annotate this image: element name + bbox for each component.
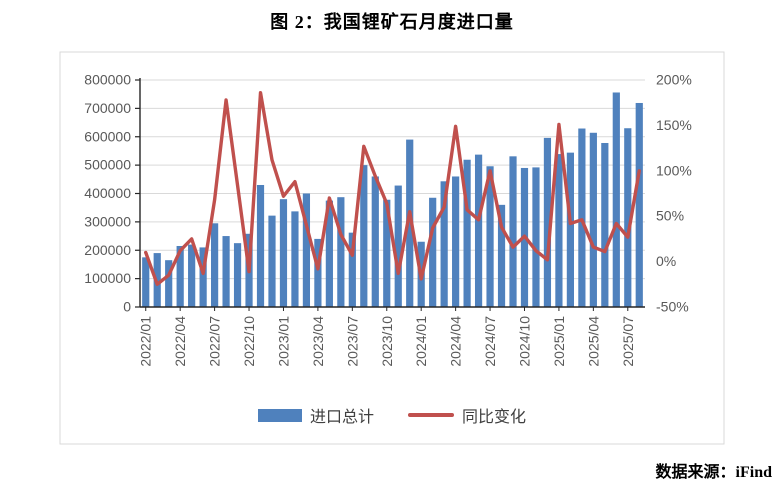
- x-axis-label: 2025/07: [620, 316, 636, 367]
- import-bar: [325, 200, 333, 307]
- yoy-line: [144, 90, 641, 286]
- chart-border: [59, 51, 725, 445]
- data-source-note: 数据来源：iFind: [655, 464, 772, 481]
- import-bar: [268, 215, 276, 307]
- import-bar: [452, 176, 460, 307]
- import-bar: [589, 132, 597, 307]
- y-axis-label: 400000: [84, 185, 131, 201]
- import-bar: [394, 185, 402, 307]
- import-bar: [463, 159, 471, 307]
- y2-axis-label: 0%: [656, 253, 676, 269]
- import-bar: [383, 199, 391, 307]
- import-bar: [142, 257, 150, 307]
- import-bar: [211, 223, 219, 307]
- import-bar: [371, 176, 379, 307]
- x-axis-label: 2025/01: [551, 316, 567, 367]
- chart-legend: 进口总计 同比变化: [0, 403, 784, 427]
- import-bar: [578, 128, 586, 307]
- x-axis-label: 2023/04: [310, 316, 326, 367]
- line-series-swatch: [408, 413, 454, 417]
- y-axis-label: 300000: [84, 213, 131, 229]
- legend-item-yoy: 同比变化: [408, 403, 526, 427]
- y2-axis-label: 50%: [656, 208, 684, 224]
- y2-axis-label: 150%: [656, 117, 692, 133]
- import-bar: [314, 238, 322, 307]
- import-bar: [165, 260, 173, 307]
- import-bar: [532, 167, 540, 307]
- x-axis-label: 2022/01: [138, 316, 154, 367]
- y-axis-label: 500000: [84, 157, 131, 173]
- x-axis-label: 2022/07: [207, 316, 223, 367]
- import-bar: [279, 199, 288, 307]
- bar-series-swatch: [257, 408, 302, 422]
- import-bar: [199, 247, 207, 307]
- import-bar: [440, 181, 448, 307]
- x-axis-label: 2023/10: [379, 316, 395, 367]
- chart-title: 图 2：我国锂矿石月度进口量: [270, 12, 514, 32]
- import-bar: [302, 193, 311, 307]
- import-bar: [222, 236, 230, 307]
- x-axis-label: 2022/04: [172, 316, 188, 367]
- import-bar: [612, 92, 620, 307]
- import-bar: [497, 204, 506, 307]
- import-bar: [566, 152, 574, 307]
- y2-axis-label: 100%: [656, 162, 692, 178]
- import-bar: [176, 245, 184, 307]
- bar-series-label: 进口总计: [309, 409, 374, 426]
- import-bar: [406, 139, 414, 307]
- import-bar: [360, 165, 368, 307]
- import-bar: [474, 154, 483, 307]
- import-bar: [256, 184, 265, 307]
- x-axis-label: 2023/07: [344, 316, 360, 367]
- y2-axis-label: -50%: [656, 299, 689, 315]
- x-axis-label: 2023/01: [275, 316, 291, 367]
- import-bar: [543, 137, 552, 307]
- import-bar: [509, 156, 517, 307]
- x-axis-label: 2025/04: [585, 316, 601, 367]
- x-axis-label: 2024/10: [516, 316, 532, 367]
- import-bar: [429, 197, 437, 307]
- y-axis-label: 600000: [84, 128, 131, 144]
- legend-item-imports: 进口总计: [257, 403, 374, 427]
- import-bar: [348, 232, 356, 307]
- line-series-label: 同比变化: [462, 409, 527, 426]
- y-axis-label: 700000: [84, 100, 131, 116]
- y-axis-label: 0: [123, 299, 131, 315]
- y-axis-label: 800000: [84, 72, 131, 88]
- import-bar: [601, 142, 609, 307]
- x-axis-label: 2024/04: [448, 316, 464, 367]
- x-axis-label: 2024/01: [413, 316, 429, 367]
- y2-axis-label: 200%: [656, 72, 692, 88]
- import-bar: [635, 102, 643, 307]
- import-bar: [233, 243, 242, 307]
- x-axis-label: 2022/10: [241, 316, 257, 367]
- y-axis-label: 100000: [84, 270, 131, 286]
- y-axis-label: 200000: [84, 242, 131, 258]
- import-bar: [188, 244, 196, 307]
- x-axis-label: 2024/07: [482, 316, 498, 367]
- import-bar: [624, 128, 632, 307]
- import-bar: [337, 197, 345, 307]
- import-bar: [291, 211, 299, 307]
- import-bar: [486, 166, 494, 307]
- import-bar: [555, 154, 563, 307]
